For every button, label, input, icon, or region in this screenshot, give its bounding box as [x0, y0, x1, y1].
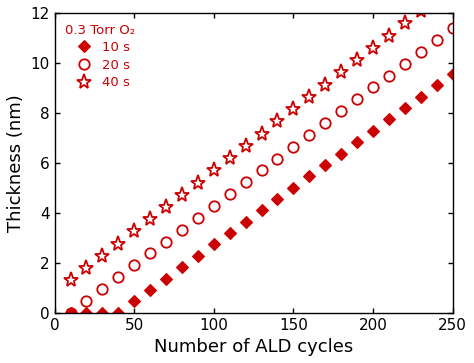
20 s	[322, 121, 328, 125]
20 s	[100, 287, 105, 291]
10 s	[354, 140, 360, 144]
20 s	[211, 204, 217, 208]
10 s	[163, 276, 169, 281]
20 s	[274, 156, 280, 161]
40 s	[338, 70, 344, 74]
20 s	[116, 275, 121, 280]
20 s	[243, 180, 248, 184]
40 s	[83, 266, 89, 270]
20 s	[179, 228, 185, 232]
10 s	[243, 220, 248, 224]
20 s	[354, 97, 360, 101]
40 s	[68, 278, 73, 283]
10 s	[83, 310, 89, 315]
20 s	[338, 109, 344, 113]
40 s	[386, 33, 392, 38]
40 s	[402, 21, 408, 26]
40 s	[370, 46, 376, 50]
20 s	[227, 192, 233, 196]
10 s	[179, 265, 185, 269]
40 s	[259, 131, 264, 136]
10 s	[259, 208, 264, 213]
40 s	[322, 82, 328, 87]
40 s	[291, 107, 296, 111]
10 s	[386, 117, 392, 122]
40 s	[243, 144, 248, 148]
X-axis label: Number of ALD cycles: Number of ALD cycles	[154, 338, 353, 356]
Line: 10 s: 10 s	[66, 69, 457, 317]
10 s	[370, 129, 376, 133]
20 s	[68, 310, 73, 315]
Legend: 10 s, 20 s, 40 s: 10 s, 20 s, 40 s	[61, 20, 139, 93]
20 s	[386, 73, 392, 78]
40 s	[418, 9, 424, 13]
10 s	[195, 254, 201, 258]
10 s	[418, 94, 424, 99]
40 s	[100, 254, 105, 258]
10 s	[274, 197, 280, 201]
40 s	[434, 0, 439, 1]
40 s	[195, 180, 201, 185]
10 s	[211, 242, 217, 246]
20 s	[147, 251, 153, 256]
10 s	[434, 83, 439, 87]
20 s	[418, 50, 424, 54]
20 s	[131, 263, 137, 268]
10 s	[322, 163, 328, 167]
10 s	[291, 185, 296, 190]
Line: 40 s: 40 s	[63, 0, 460, 288]
40 s	[274, 119, 280, 123]
10 s	[307, 174, 312, 179]
Line: 20 s: 20 s	[65, 23, 458, 318]
10 s	[68, 310, 73, 315]
20 s	[434, 38, 439, 42]
20 s	[291, 144, 296, 149]
Y-axis label: Thickness (nm): Thickness (nm)	[7, 94, 25, 232]
40 s	[131, 229, 137, 234]
10 s	[147, 288, 153, 292]
10 s	[116, 310, 121, 315]
40 s	[354, 58, 360, 62]
20 s	[259, 168, 264, 172]
20 s	[83, 299, 89, 303]
40 s	[211, 168, 217, 172]
20 s	[450, 26, 456, 30]
40 s	[163, 205, 169, 209]
10 s	[131, 299, 137, 303]
20 s	[402, 61, 408, 66]
40 s	[227, 156, 233, 160]
40 s	[179, 193, 185, 197]
10 s	[338, 151, 344, 156]
10 s	[227, 231, 233, 235]
40 s	[116, 241, 121, 246]
10 s	[450, 72, 456, 76]
20 s	[370, 85, 376, 90]
40 s	[307, 95, 312, 99]
10 s	[402, 106, 408, 110]
20 s	[195, 216, 201, 220]
10 s	[100, 310, 105, 315]
20 s	[307, 132, 312, 137]
20 s	[163, 240, 169, 244]
40 s	[147, 217, 153, 221]
